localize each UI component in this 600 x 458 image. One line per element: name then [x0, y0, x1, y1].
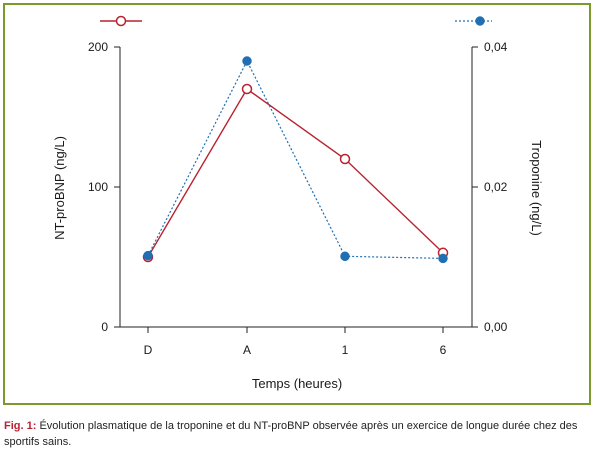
data-point-ntprobnp [241, 83, 253, 95]
data-point-ntprobnp [339, 153, 351, 165]
legend-marker-troponine [475, 16, 485, 26]
series-layer [142, 56, 449, 264]
x-tick-label: 6 [440, 343, 447, 357]
data-point-troponine [242, 56, 252, 66]
x-tick-label: 1 [342, 343, 349, 357]
data-point-troponine [438, 253, 448, 264]
caption-text: Évolution plasmatique de la troponine et… [4, 420, 578, 448]
y-right-tick-label: 0,04 [484, 40, 508, 54]
y-left-tick-label: 0 [101, 320, 108, 334]
x-tick-label: A [243, 343, 251, 357]
y-left-axis-title: NT-proBNP (ng/L) [52, 136, 67, 240]
y-left-tick-label: 100 [88, 180, 108, 194]
figure-caption: Fig. 1: Évolution plasmatique de la trop… [4, 418, 594, 450]
legend-marker-ntprobnp [115, 15, 127, 27]
y-right-tick-label: 0,02 [484, 180, 508, 194]
caption-label: Fig. 1: [4, 420, 37, 432]
x-axis-title: Temps (heures) [252, 376, 342, 391]
y-right-axis-title: Troponine (ng/L) [529, 140, 544, 236]
chart: 0 100 200 0,00 0,02 0,04 D A 1 6 Temps (heures) N… [52, 15, 544, 391]
legend [100, 15, 492, 27]
data-point-troponine [340, 251, 350, 262]
series-line-troponine [147, 59, 444, 259]
y-right-tick-label: 0,00 [484, 320, 508, 334]
series-line-ntprobnp [147, 87, 444, 258]
x-tick-label: D [144, 343, 153, 357]
data-point-troponine [143, 250, 153, 261]
figure-frame [3, 3, 591, 405]
y-left-tick-label: 200 [88, 40, 108, 54]
axes: 0 100 200 0,00 0,02 0,04 D A 1 6 [88, 40, 508, 357]
